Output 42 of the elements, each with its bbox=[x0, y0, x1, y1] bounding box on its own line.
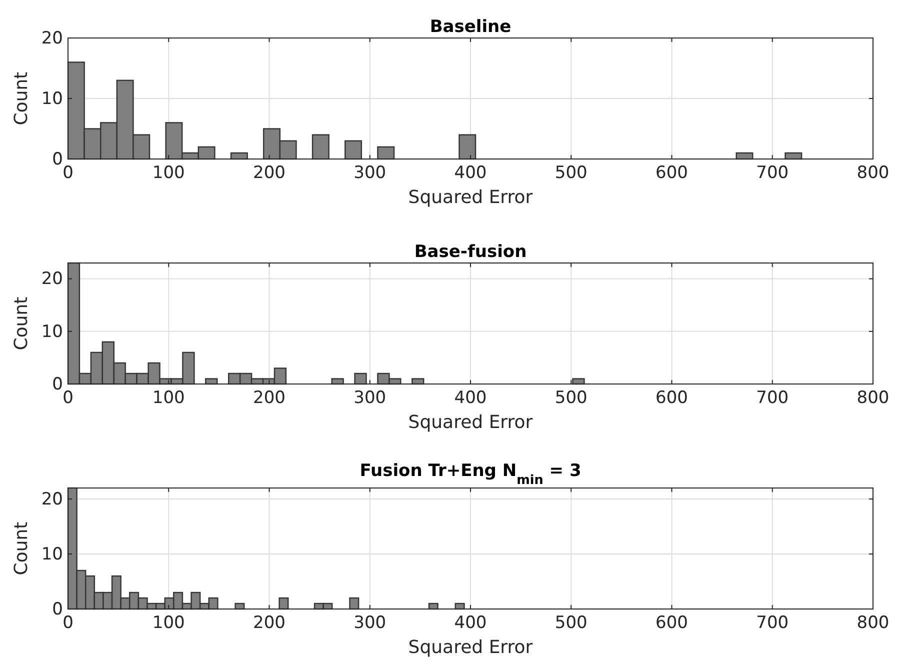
x-tick-label: 400 bbox=[454, 613, 487, 634]
chart-title: Fusion Tr+Eng N$_{min}$ = 3 bbox=[360, 461, 582, 488]
x-tick-label: 100 bbox=[152, 613, 185, 634]
x-tick-label: 800 bbox=[856, 388, 890, 408]
x-tick-label: 300 bbox=[354, 163, 386, 184]
x-tick-label: 500 bbox=[554, 388, 588, 408]
x-tick-label: 600 bbox=[656, 613, 688, 634]
x-tick-label: 500 bbox=[554, 613, 588, 634]
x-tick-label: 600 bbox=[656, 388, 688, 408]
x-tick-label: 700 bbox=[756, 613, 789, 634]
y-axis-title: Count bbox=[11, 296, 32, 350]
x-axis-title: Squared Error bbox=[408, 412, 534, 433]
y-tick-label: 20 bbox=[41, 269, 63, 290]
x-tick-label: 100 bbox=[152, 388, 185, 408]
y-tick-label: 0 bbox=[52, 374, 63, 394]
y-tick-label: 10 bbox=[41, 322, 63, 342]
x-tick-label: 800 bbox=[856, 613, 890, 634]
x-tick-label: 700 bbox=[756, 388, 789, 408]
y-tick-label: 20 bbox=[41, 489, 63, 510]
x-axis-title: Squared Error bbox=[408, 637, 534, 658]
x-tick-label: 400 bbox=[454, 163, 487, 184]
x-axis-title: Squared Error bbox=[408, 187, 534, 208]
y-tick-label: 0 bbox=[52, 599, 63, 620]
chart-title: Base-fusion bbox=[414, 242, 527, 262]
y-tick-label: 0 bbox=[52, 149, 63, 170]
y-axis-title: Count bbox=[11, 72, 32, 126]
x-tick-label: 600 bbox=[656, 163, 688, 184]
y-tick-label: 10 bbox=[41, 88, 63, 109]
y-tick-label: 10 bbox=[41, 544, 63, 564]
x-tick-label: 700 bbox=[756, 163, 789, 184]
x-tick-label: 500 bbox=[554, 163, 588, 184]
x-tick-label: 200 bbox=[253, 613, 286, 634]
y-axis-title: Count bbox=[11, 522, 32, 576]
x-tick-label: 300 bbox=[354, 613, 386, 634]
x-tick-label: 100 bbox=[152, 163, 185, 184]
chart-title: Baseline bbox=[430, 17, 512, 37]
y-tick-label: 20 bbox=[41, 28, 63, 48]
x-tick-label: 300 bbox=[354, 388, 386, 408]
x-tick-label: 800 bbox=[856, 163, 890, 184]
x-tick-label: 200 bbox=[253, 388, 286, 408]
x-tick-label: 200 bbox=[253, 163, 286, 184]
x-tick-label: 400 bbox=[454, 388, 487, 408]
